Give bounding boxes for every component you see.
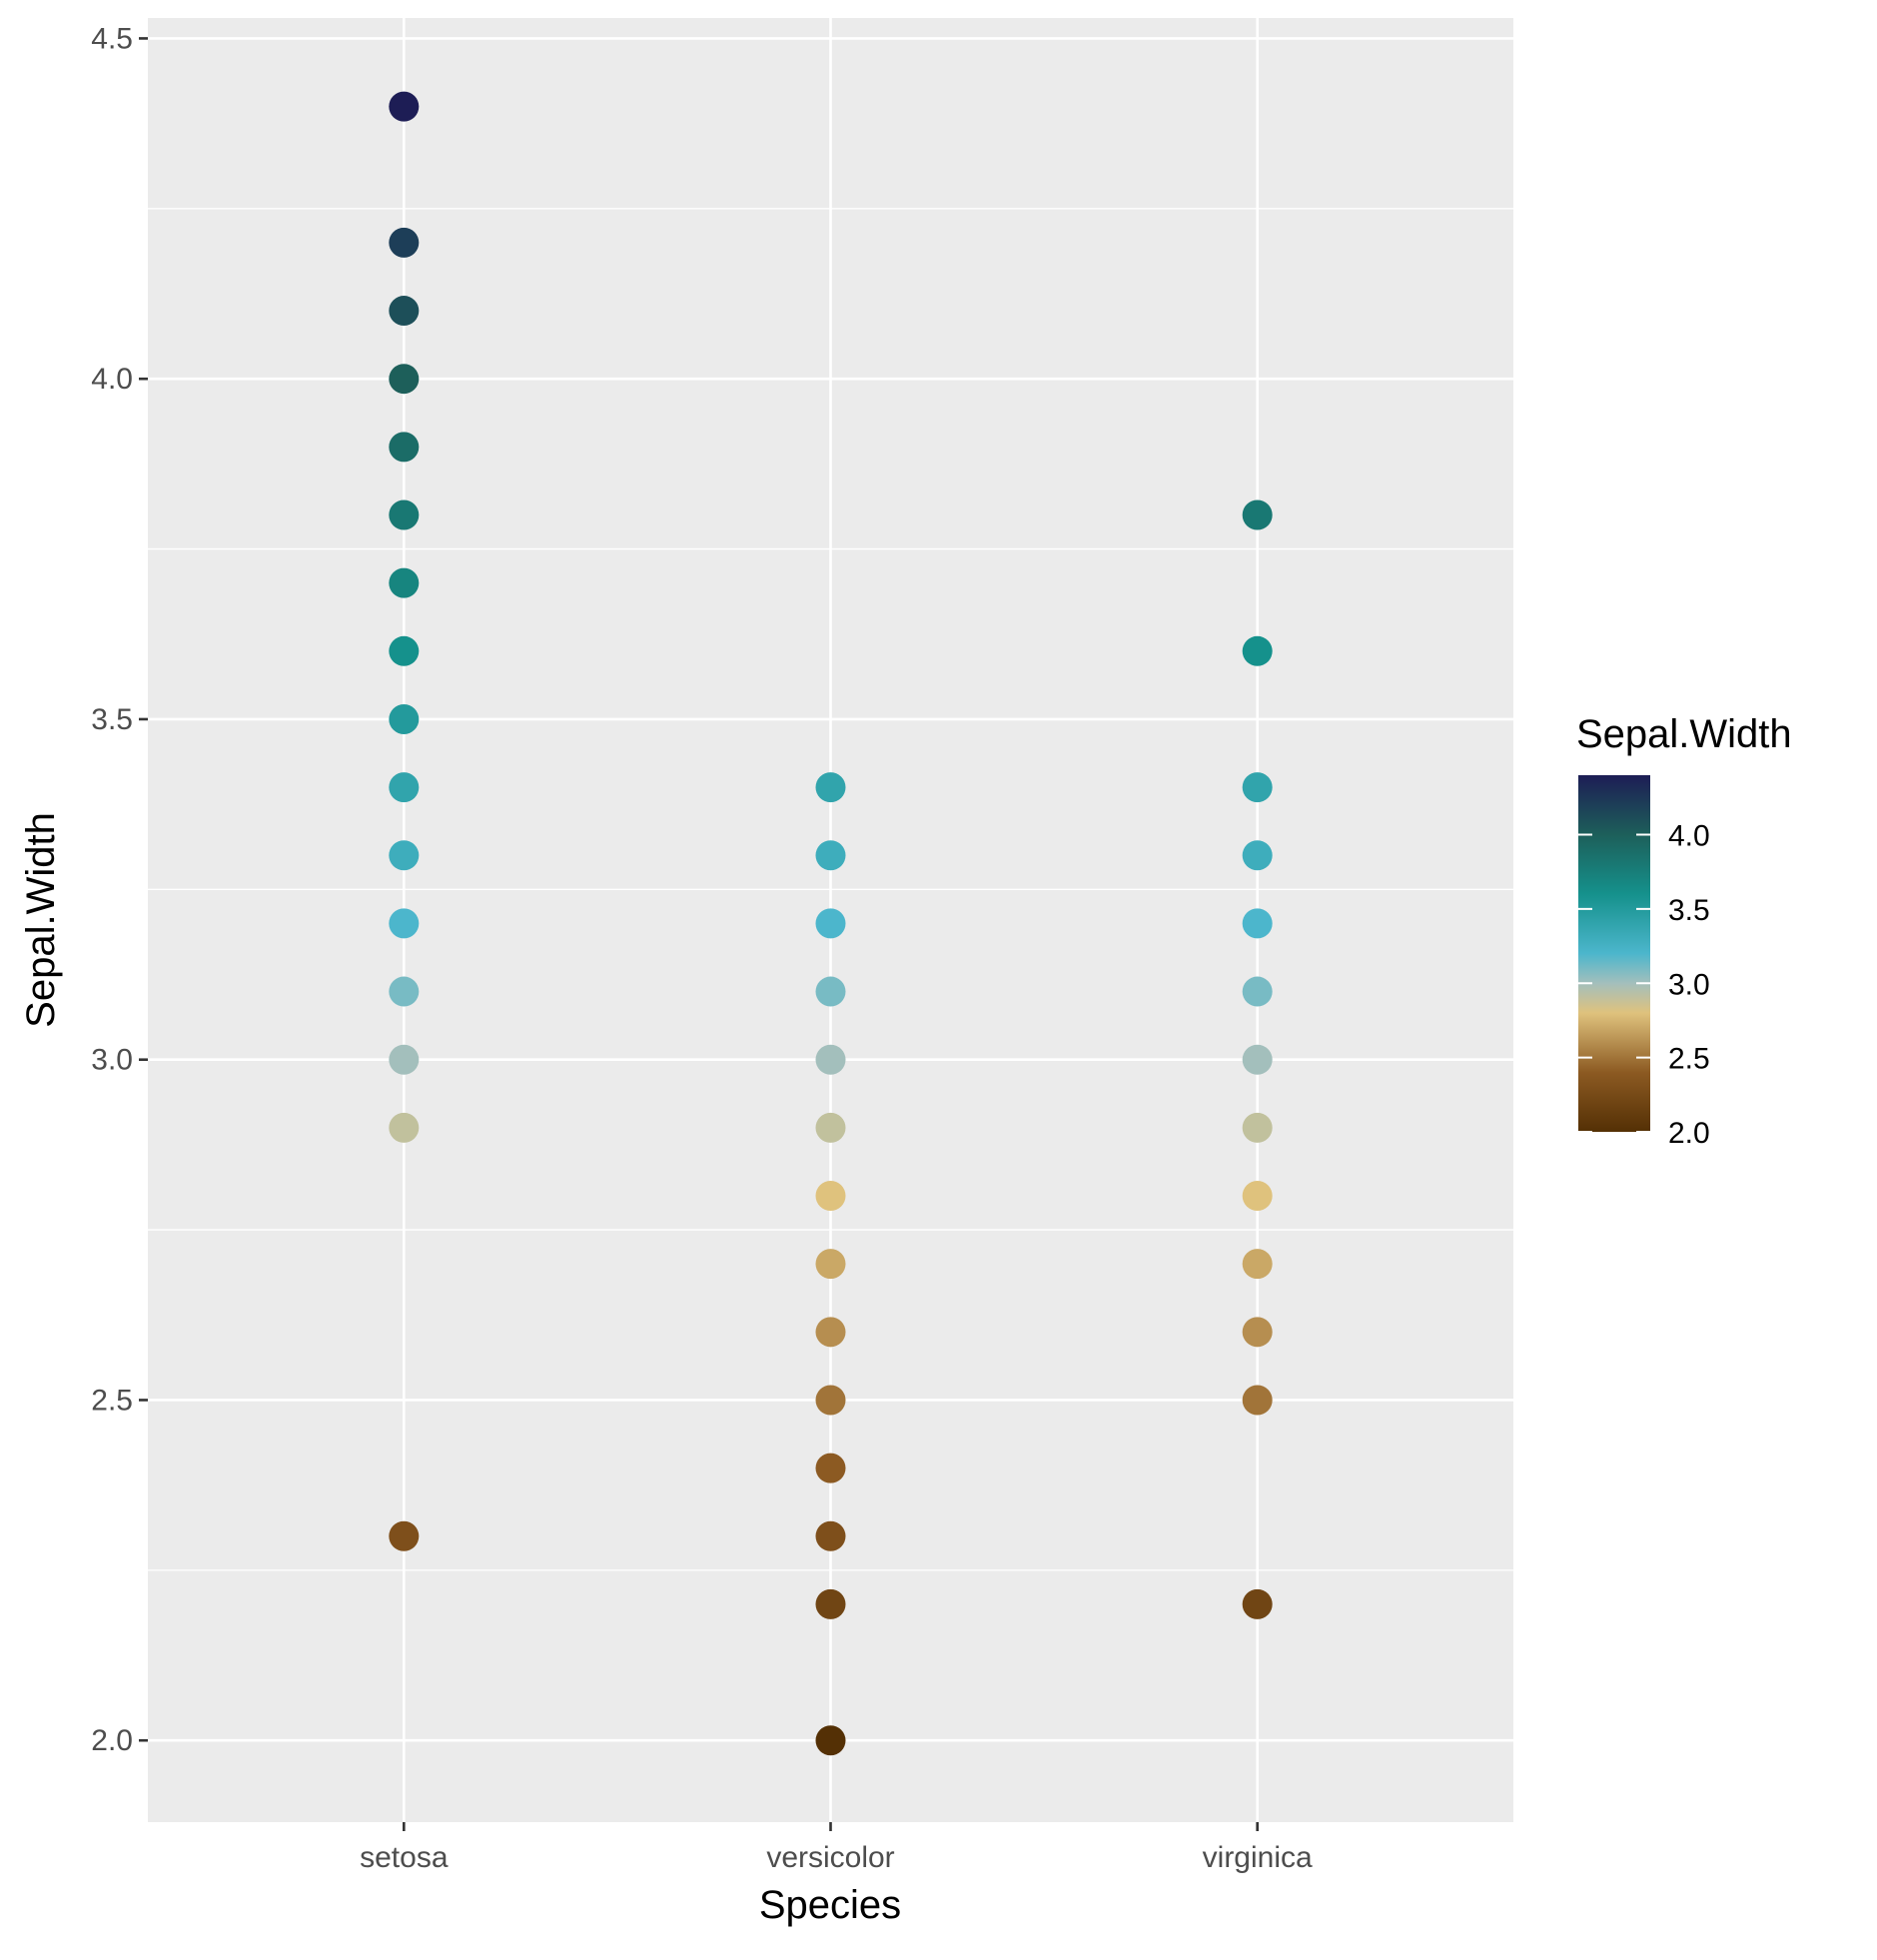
data-point: [389, 1112, 420, 1143]
data-point: [815, 908, 846, 939]
data-point: [815, 1317, 846, 1348]
legend-tick-label: 2.0: [1668, 1117, 1710, 1150]
data-point: [389, 364, 420, 395]
data-point: [815, 1725, 846, 1756]
data-point: [389, 772, 420, 803]
data-point: [389, 227, 420, 258]
data-point: [1242, 1112, 1273, 1143]
data-point: [389, 976, 420, 1007]
data-point: [389, 91, 420, 122]
data-point: [1242, 1588, 1273, 1619]
y-tick-label: 4.5: [91, 22, 133, 55]
data-point: [1242, 908, 1273, 939]
legend-colorbar: [1578, 775, 1650, 1132]
data-point: [1242, 772, 1273, 803]
x-tick-label: virginica: [1203, 1841, 1313, 1874]
legend-tick-label: 2.5: [1668, 1043, 1710, 1076]
y-tick-label: 4.0: [91, 363, 133, 396]
data-point: [815, 1112, 846, 1143]
data-point: [389, 1044, 420, 1075]
data-point: [815, 1249, 846, 1280]
data-point: [389, 296, 420, 327]
y-tick-label: 2.0: [91, 1724, 133, 1757]
y-tick-label: 3.5: [91, 703, 133, 736]
legend-tick-label: 3.0: [1668, 968, 1710, 1001]
data-point: [815, 976, 846, 1007]
data-point: [815, 1385, 846, 1416]
data-point: [1242, 635, 1273, 666]
data-point: [389, 499, 420, 530]
data-point: [389, 703, 420, 734]
data-point: [815, 772, 846, 803]
data-point: [815, 1453, 846, 1483]
data-point: [1242, 976, 1273, 1007]
color-legend: Sepal.Width 2.0 2.5 3.0 3.5 4.0: [1576, 712, 1792, 1150]
data-point: [1242, 1181, 1273, 1212]
data-point: [815, 1588, 846, 1619]
data-point: [815, 1044, 846, 1075]
data-point: [389, 567, 420, 598]
legend-ticks: 2.0 2.5 3.0 3.5 4.0: [1578, 820, 1710, 1150]
data-point: [389, 908, 420, 939]
data-point: [389, 840, 420, 871]
data-point: [389, 635, 420, 666]
data-point: [1242, 1385, 1273, 1416]
y-axis-title: Sepal.Width: [19, 812, 63, 1028]
data-point: [389, 432, 420, 463]
x-axis: setosa versicolor virginica: [360, 1822, 1313, 1874]
data-point: [1242, 499, 1273, 530]
y-axis: 2.0 2.5 3.0 3.5 4.0 4.5: [91, 22, 148, 1757]
data-point: [1242, 1044, 1273, 1075]
y-tick-label: 2.5: [91, 1384, 133, 1417]
legend-title: Sepal.Width: [1576, 712, 1792, 756]
data-point: [1242, 1249, 1273, 1280]
data-points: [389, 91, 1273, 1756]
x-tick-label: versicolor: [766, 1841, 894, 1874]
x-axis-title: Species: [759, 1883, 901, 1927]
y-tick-label: 3.0: [91, 1044, 133, 1077]
x-tick-label: setosa: [360, 1841, 449, 1874]
data-point: [1242, 1317, 1273, 1348]
data-point: [815, 1520, 846, 1551]
data-point: [389, 1520, 420, 1551]
legend-tick-label: 4.0: [1668, 820, 1710, 853]
legend-tick-label: 3.5: [1668, 894, 1710, 927]
data-point: [815, 840, 846, 871]
data-point: [1242, 840, 1273, 871]
data-point: [815, 1181, 846, 1212]
